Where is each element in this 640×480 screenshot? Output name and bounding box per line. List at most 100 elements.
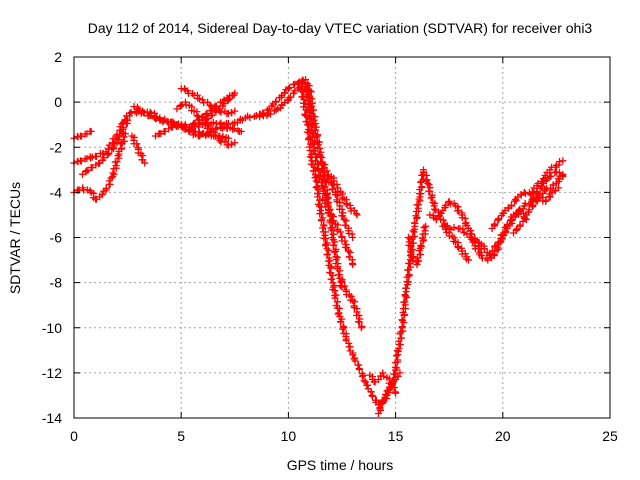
y-tick-label: 0 [54,94,62,110]
data-point-fill [119,123,127,131]
data-point-fill [185,126,193,134]
data-point-fill [77,132,85,140]
data-point-fill [337,228,345,236]
data-point-fill [402,284,410,292]
data-point-fill [427,194,435,202]
data-point-fill [549,181,557,189]
data-point-fill [311,126,319,134]
data-point-fill [547,172,555,180]
data-point-fill [525,206,533,214]
data-point [231,107,239,115]
chart-title: Day 112 of 2014, Sidereal Day-to-day VTE… [88,20,593,36]
data-markers [70,76,567,417]
data-point-fill [390,370,398,378]
data-point-fill [330,248,338,256]
data-point-fill [323,167,331,175]
data-point [126,109,134,117]
data-point-fill [446,200,454,208]
data-point-fill [316,144,324,152]
data-point [231,139,239,147]
data-point-fill [161,127,169,135]
data-point-fill [378,397,386,405]
y-axis-label: SDTVAR / TECUs [7,182,23,294]
data-point [349,234,357,241]
data-point [295,78,303,86]
data-point-fill [407,248,415,256]
data-point-fill [102,184,110,192]
data-point-fill [359,371,367,379]
data-point-fill [498,235,506,243]
data-point-fill [302,118,310,126]
data-point-fill [388,379,396,387]
data-point-fill [542,196,550,204]
x-axis-label: GPS time / hours [287,457,394,473]
data-point-fill [112,162,120,170]
data-point-fill [351,298,359,306]
data-point-fill [309,140,317,148]
series-arc-k [199,89,239,126]
data-point-fill [146,108,154,116]
data-point-fill [407,241,415,249]
x-tick-label: 5 [177,428,185,444]
data-point [139,107,147,115]
data-point-fill [335,309,343,317]
data-point-fill [234,127,242,135]
series-arc-v [439,222,472,264]
y-tick-label: -2 [50,139,63,155]
data-point [422,222,430,230]
data-point-fill [272,98,280,106]
data-point-fill [328,226,336,234]
data-point-fill [516,208,524,216]
series-arc-a [70,82,567,408]
data-point-fill [355,318,363,326]
data-point-fill [117,140,125,148]
data-point-fill [223,97,231,105]
data-point-fill [225,95,233,103]
data-point [464,256,472,264]
data-point-fill [360,377,368,385]
data-point-fill [174,121,182,129]
data-point-fill [413,213,421,221]
data-point-fill [351,357,359,365]
data-point-fill [521,190,529,198]
series-arc-g [151,121,245,140]
data-point-fill [392,352,400,360]
data-point-fill [106,180,114,188]
series-arc-z [527,168,567,208]
x-tick-label: 10 [281,428,297,444]
series-arc-y [510,184,563,237]
data-point-fill [381,390,389,398]
data-point-fill [319,224,327,232]
data-point-fill [208,111,216,119]
data-point-fill [333,180,341,188]
data-point-fill [105,141,113,149]
data-point-fill [336,305,344,313]
data-point-fill [405,259,413,267]
data-point [559,173,567,181]
data-point-fill [266,110,274,118]
data-point-fill [196,132,204,140]
data-point-fill [286,93,294,101]
data-point-fill [367,388,375,396]
data-point-fill [105,149,113,157]
data-point [212,125,220,133]
data-point-fill [417,241,425,249]
data-point-fill [355,365,363,373]
data-point-fill [338,205,346,213]
data-point [284,85,292,93]
data-point [349,261,357,269]
data-point-fill [345,343,353,351]
data-point-fill [220,100,228,108]
data-point-fill [77,157,85,165]
series-arc-t [404,222,430,269]
y-tick-label: 2 [54,49,62,65]
data-point-fill [193,112,201,120]
y-tick-label: -12 [42,365,62,381]
series-arc-o [319,195,357,269]
data-point-fill [352,210,360,218]
data-point [317,206,325,214]
data-point-fill [380,372,388,380]
data-point-fill [428,193,436,201]
data-point-fill [318,154,326,162]
